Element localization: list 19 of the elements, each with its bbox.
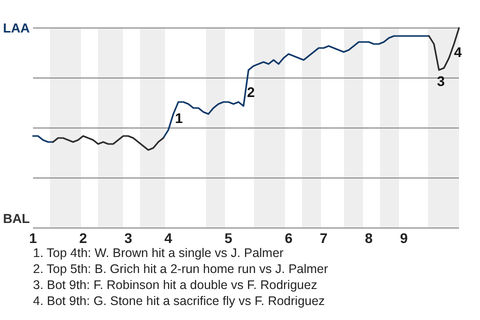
text: 1. Top 4th: W. Brown hit a single vs J. Palmer [33, 246, 284, 260]
text: 2. Top 5th: B. Grich hit a 2-run home run vs J. Palmer [33, 262, 328, 276]
annotation: 4 [454, 44, 462, 60]
text: 4. Bot 9th: G. Stone hit a sacrifice fly vs F. Rodriguez [33, 294, 325, 308]
annotation: 1 [175, 110, 183, 126]
annotation: 3 [437, 73, 445, 89]
x-tick-label: 1 [29, 230, 38, 246]
x-tick-label: 8 [364, 230, 373, 246]
x-tick-label: 2 [79, 230, 88, 246]
annotation: 2 [247, 84, 255, 100]
x-tick-label: 4 [164, 230, 172, 246]
x-tick-label: 9 [400, 230, 408, 246]
text: 3. Bot 9th: F. Robinson hit a double vs F. Rodriguez [33, 278, 318, 292]
x-tick-label: 6 [284, 230, 293, 246]
x-tick-label: 5 [224, 230, 233, 246]
x-tick-label: 3 [124, 230, 132, 246]
text: BAL [3, 211, 30, 226]
x-tick-label: 7 [320, 230, 328, 246]
text: LAA [3, 20, 30, 36]
